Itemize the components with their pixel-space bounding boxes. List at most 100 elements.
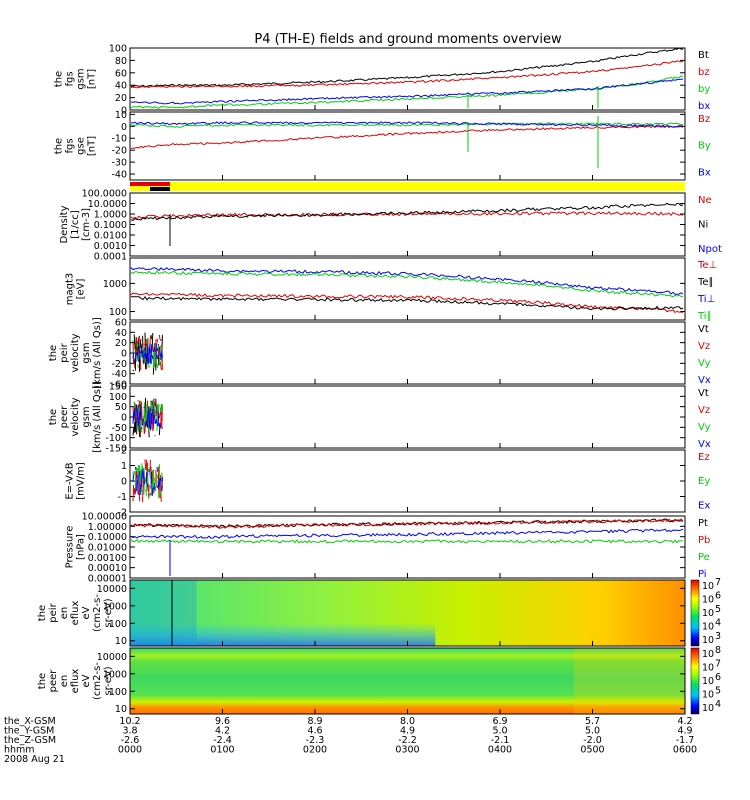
y-tick-label: 100	[109, 307, 127, 318]
series-line	[130, 121, 684, 128]
x-axis-value: 4.6	[307, 726, 322, 737]
colorbar-tick-exponent: 5	[715, 604, 721, 615]
panel-frame	[129, 449, 686, 513]
legend-entry: Bz	[698, 114, 710, 125]
y-axis-label: the	[37, 673, 48, 689]
y-tick-label: -1	[118, 492, 127, 503]
y-tick-label: -30	[111, 158, 127, 169]
x-axis-value: -2.0	[583, 735, 602, 746]
y-tick-label: 10	[115, 704, 127, 715]
y-tick-label: 0.01000	[88, 543, 127, 554]
colorbar-tick-exponent: 8	[715, 645, 721, 656]
legend-entry: Pt	[698, 518, 708, 529]
legend-entry: bz	[698, 67, 710, 78]
series-line	[130, 528, 684, 539]
y-tick-label: 0	[121, 349, 127, 360]
y-tick-label: -100	[105, 433, 127, 444]
panel-frame	[129, 321, 686, 385]
x-axis-labels: the_X-GSM 10.2 9.6 8.9 8.0 6.9 5.7 4.2 the_Y-GSM…	[4, 716, 697, 765]
x-axis-value: 0100	[210, 745, 234, 756]
y-tick-label: 1000	[103, 279, 127, 290]
y-tick-label: 10000	[97, 584, 127, 595]
legend-entry: Npot	[698, 244, 722, 255]
series-line	[130, 518, 684, 529]
y-tick-label: -10	[111, 134, 127, 145]
colorbar	[690, 647, 700, 715]
legend-entry: Ey	[698, 476, 710, 487]
y-axis-label: sr-eV)	[103, 598, 114, 627]
spectrogram-low-energy	[130, 580, 436, 646]
y-axis-label: en	[59, 607, 70, 620]
y-tick-label: 0	[121, 477, 127, 488]
y-tick-label: 1.0000	[94, 210, 127, 221]
legend-entry: Vx	[698, 439, 711, 450]
series-line	[130, 60, 684, 89]
y-axis-label: E=-VxB	[65, 462, 76, 499]
y-tick-label: 100.0000	[82, 189, 127, 200]
y-axis-label: magt3	[65, 273, 76, 306]
y-axis-label: eflux	[70, 669, 81, 694]
x-axis-value: 8.9	[307, 716, 322, 727]
series-line	[130, 75, 684, 109]
x-axis-value: 0300	[395, 745, 419, 756]
colorbar-tick-exponent: 7	[715, 659, 721, 670]
y-tick-label: -20	[111, 146, 127, 157]
status-bar-black	[150, 187, 170, 191]
x-axis-value: 4.2	[215, 726, 230, 737]
x-axis-value: -2.2	[398, 735, 417, 746]
y-tick-label: 10	[115, 636, 127, 647]
legend-entry: Vz	[698, 341, 710, 352]
y-tick-label: 80	[115, 56, 127, 67]
y-axis-label: peir	[59, 342, 70, 362]
colorbar-tick-label: 10	[702, 622, 714, 633]
y-axis-label: peer	[48, 669, 59, 693]
x-axis-row-label: the_Z-GSM	[4, 735, 56, 746]
colorbar-tick-label: 10	[702, 649, 714, 660]
legend-entry: Ni	[698, 220, 708, 231]
x-axis-value: 3.8	[122, 726, 137, 737]
y-axis-label: the	[48, 345, 59, 361]
panel-frame	[129, 192, 686, 257]
legend-entry: Ne	[698, 195, 712, 206]
y-axis-label: [km/s (All Qs)]	[92, 381, 103, 453]
legend-entry: Vt	[698, 388, 709, 399]
colorbar-tick-label: 10	[702, 690, 714, 701]
y-tick-label: 0.0001	[94, 252, 127, 263]
colorbar-tick-label: 10	[702, 581, 714, 592]
y-tick-label: 0.0010	[94, 241, 127, 252]
y-tick-label: 10.0000	[88, 199, 127, 210]
colorbar-tick-exponent: 6	[715, 672, 721, 683]
y-tick-label: 100	[109, 392, 127, 403]
colorbar-tick-exponent: 4	[715, 699, 721, 710]
y-axis-label: (cm2-s-	[92, 594, 103, 632]
status-bar-yellow	[130, 182, 685, 191]
spectrogram-early	[130, 580, 197, 646]
y-tick-label: 0.0100	[94, 231, 127, 242]
y-tick-label: 40	[115, 328, 127, 339]
panel-frame	[129, 385, 686, 449]
x-axis-value: 9.6	[215, 716, 230, 727]
colorbar-tick-label: 10	[702, 608, 714, 619]
y-axis-label: eflux	[70, 601, 81, 626]
colorbar-tick-label: 10	[702, 635, 714, 646]
y-axis-label: velocity	[70, 333, 81, 372]
y-axis-label: [km/s (All Qs)]	[92, 317, 103, 389]
y-tick-label: 50	[115, 402, 127, 413]
y-tick-label: 20	[115, 338, 127, 349]
y-axis-label: [eV]	[76, 279, 87, 300]
x-axis-row-label: the_X-GSM	[4, 716, 56, 727]
y-axis-label: [mV/m]	[76, 462, 87, 500]
y-axis-label: gsm	[81, 342, 92, 363]
y-tick-label: 0.00010	[88, 563, 127, 574]
burst-mark	[132, 466, 163, 496]
y-tick-label: 20	[115, 93, 127, 104]
x-axis-value: 5.7	[585, 716, 600, 727]
x-axis-value: -2.6	[121, 735, 140, 746]
series-line	[130, 538, 684, 544]
y-tick-label: 0.00100	[88, 553, 127, 564]
y-tick-label: 0.1000	[94, 220, 127, 231]
y-tick-label: 60	[115, 318, 127, 329]
y-tick-label: 1.00000	[88, 522, 127, 533]
x-axis-value: -2.1	[491, 735, 510, 746]
burst-mark	[132, 343, 163, 365]
